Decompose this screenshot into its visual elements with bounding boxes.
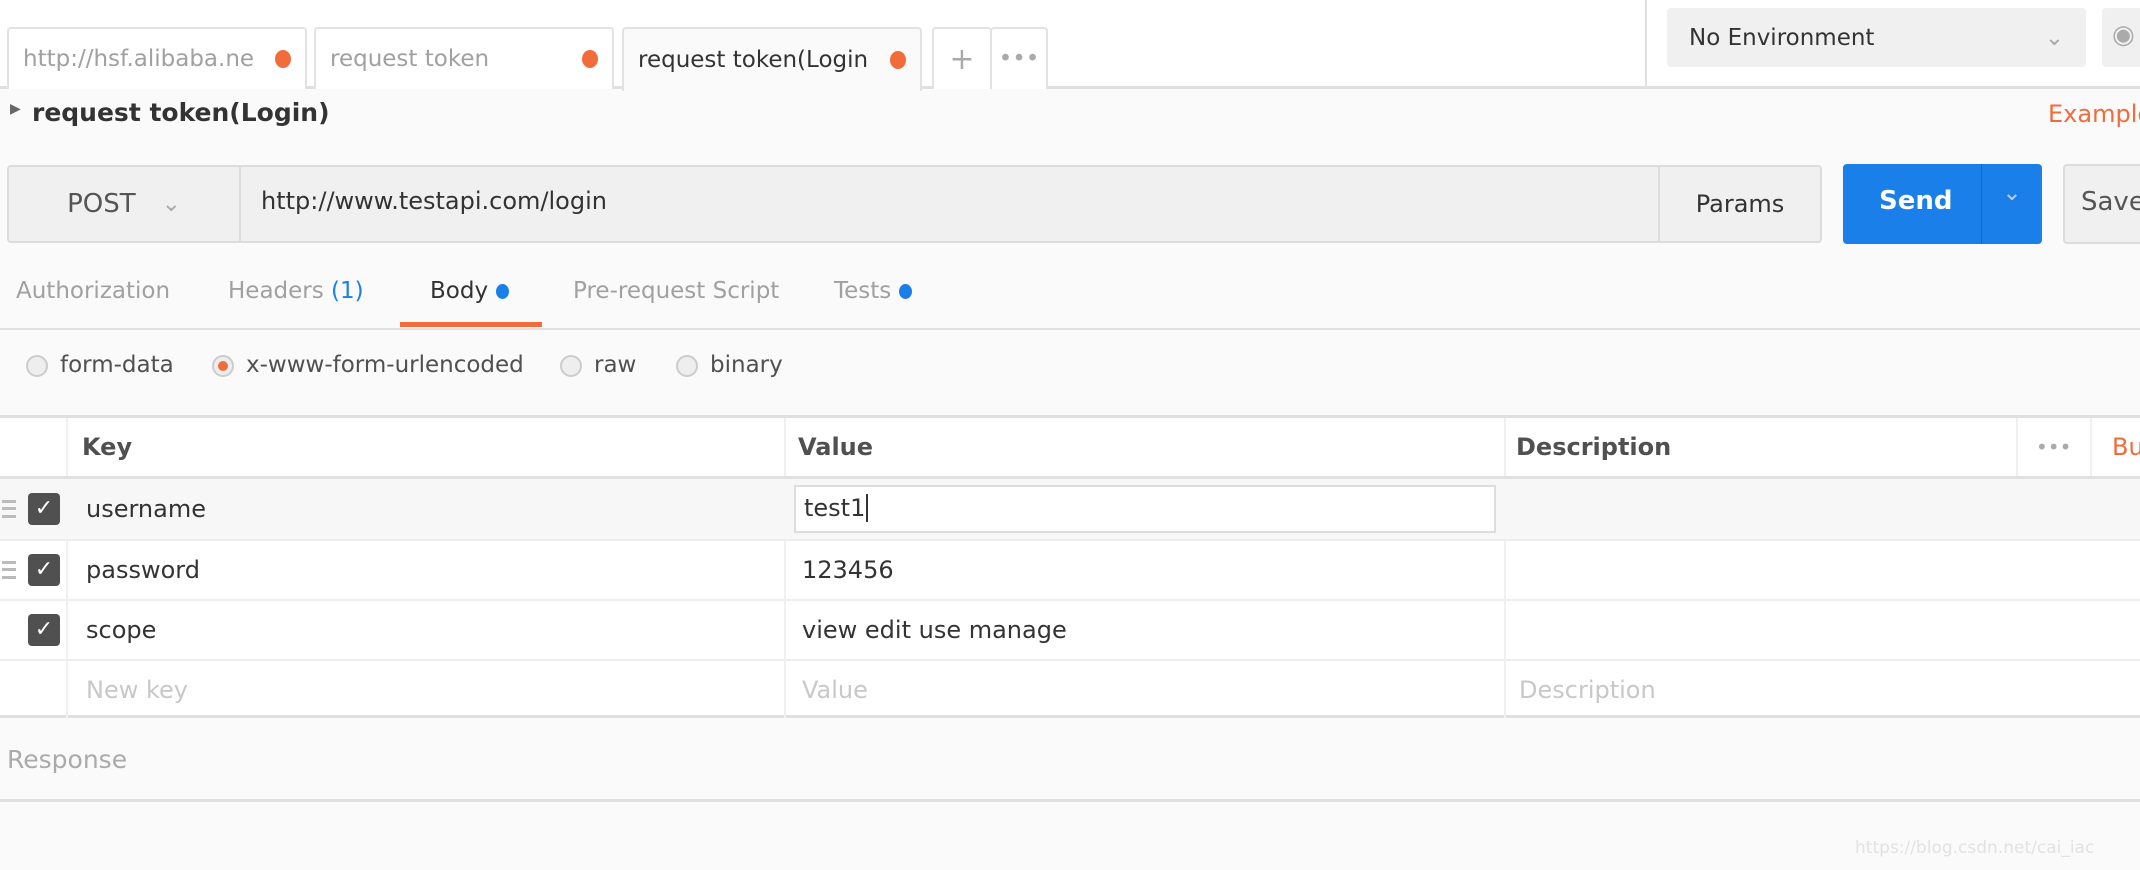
radio-raw[interactable]: raw bbox=[560, 352, 636, 378]
environment-selected: No Environment bbox=[1689, 24, 1875, 51]
table-row: ✓ scope view edit use manage bbox=[0, 599, 2140, 659]
collapse-caret-icon[interactable]: ▶ bbox=[10, 101, 21, 117]
tab-label: http://hsf.alibaba.ne bbox=[23, 46, 255, 72]
unsaved-dot-icon bbox=[582, 50, 598, 68]
ellipsis-icon: ••• bbox=[998, 46, 1040, 72]
params-table: Key Value Description ••• Bu ✓ username … bbox=[0, 415, 2140, 718]
params-button[interactable]: Params bbox=[1658, 167, 1820, 241]
environment-dropdown[interactable]: No Environment ⌄ bbox=[1667, 8, 2086, 67]
radio-icon bbox=[26, 354, 48, 377]
tab-label: Headers bbox=[228, 278, 324, 304]
table-row: ✓ password 123456 bbox=[0, 539, 2140, 599]
divider bbox=[0, 799, 2140, 802]
tab-label: Authorization bbox=[16, 278, 171, 304]
tab-body[interactable]: Body bbox=[430, 278, 510, 304]
tab-pre-request-script[interactable]: Pre-request Script bbox=[573, 278, 779, 304]
key-cell[interactable]: password bbox=[86, 556, 200, 584]
response-section-label: Response bbox=[7, 745, 128, 774]
unsaved-dot-icon bbox=[275, 50, 291, 68]
tab-headers[interactable]: Headers (1) bbox=[228, 278, 364, 304]
radio-x-www-form-urlencoded[interactable]: x-www-form-urlencoded bbox=[212, 352, 524, 378]
indicator-dot-icon bbox=[899, 284, 913, 299]
column-header-description: Description bbox=[1516, 433, 1672, 461]
indicator-dot-icon bbox=[496, 284, 510, 299]
column-header-value: Value bbox=[798, 433, 874, 461]
tab-label: request token(Login bbox=[638, 47, 869, 73]
active-tab-underline bbox=[400, 322, 542, 327]
value-cell[interactable]: view edit use manage bbox=[802, 616, 1067, 644]
table-header: Key Value Description ••• Bu bbox=[0, 418, 2140, 476]
radio-selected-icon bbox=[212, 354, 234, 377]
headers-count: (1) bbox=[331, 278, 364, 304]
save-button[interactable]: Save bbox=[2063, 164, 2140, 244]
divider bbox=[0, 328, 2140, 330]
new-value-input[interactable]: Value bbox=[802, 675, 868, 704]
radio-form-data[interactable]: form-data bbox=[26, 352, 174, 378]
examples-link[interactable]: Example bbox=[2048, 100, 2140, 128]
radio-label: form-data bbox=[60, 352, 174, 378]
request-title: request token(Login) bbox=[32, 98, 330, 127]
ellipsis-icon[interactable]: ••• bbox=[2036, 435, 2072, 459]
watermark: https://blog.csdn.net/cai_iac bbox=[1855, 838, 2095, 858]
new-key-input[interactable]: New key bbox=[86, 675, 188, 704]
tab-authorization[interactable]: Authorization bbox=[16, 278, 170, 304]
drag-handle-icon[interactable] bbox=[2, 561, 16, 579]
request-tab-active[interactable]: request token(Login bbox=[622, 27, 922, 91]
tab-tests[interactable]: Tests bbox=[834, 278, 913, 304]
value-input[interactable]: test1 bbox=[794, 485, 1496, 533]
tab-label: Tests bbox=[834, 278, 892, 304]
table-row: ✓ username test1 bbox=[0, 476, 2140, 539]
tab-label: Body bbox=[430, 278, 489, 304]
row-checkbox[interactable]: ✓ bbox=[28, 493, 60, 525]
method-selected: POST bbox=[67, 189, 136, 219]
send-button[interactable]: Send ⌄ bbox=[1843, 164, 2042, 244]
row-checkbox[interactable]: ✓ bbox=[28, 614, 60, 646]
column-header-key: Key bbox=[82, 433, 133, 461]
value-text: test1 bbox=[804, 494, 866, 522]
value-cell[interactable]: 123456 bbox=[802, 556, 894, 584]
bulk-edit-link[interactable]: Bu bbox=[2112, 433, 2140, 461]
url-bar: POST ⌄ http://www.testapi.com/login Param… bbox=[7, 165, 1822, 243]
divider bbox=[1645, 0, 1647, 89]
radio-binary[interactable]: binary bbox=[676, 352, 783, 378]
plus-icon: + bbox=[949, 41, 975, 77]
chevron-down-icon: ⌄ bbox=[161, 191, 181, 217]
radio-icon bbox=[560, 354, 582, 377]
request-tab[interactable]: http://hsf.alibaba.ne bbox=[7, 27, 307, 89]
more-tabs-button[interactable]: ••• bbox=[990, 27, 1048, 89]
table-row-new: New key Value Description bbox=[0, 659, 2140, 718]
tab-label: request token bbox=[330, 46, 490, 72]
drag-handle-icon[interactable] bbox=[2, 500, 16, 518]
radio-label: raw bbox=[594, 352, 637, 378]
unsaved-dot-icon bbox=[890, 51, 906, 69]
url-input[interactable]: http://www.testapi.com/login bbox=[261, 187, 607, 215]
chevron-down-icon: ⌄ bbox=[2044, 24, 2064, 51]
tab-label: Pre-request Script bbox=[573, 278, 780, 304]
send-label: Send bbox=[1879, 186, 1953, 216]
eye-icon: ◉ bbox=[2112, 20, 2135, 50]
row-checkbox[interactable]: ✓ bbox=[28, 554, 60, 586]
new-description-input[interactable]: Description bbox=[1519, 675, 1656, 704]
radio-label: binary bbox=[710, 352, 783, 378]
new-tab-button[interactable]: + bbox=[932, 27, 992, 89]
key-cell[interactable]: username bbox=[86, 495, 206, 523]
key-cell[interactable]: scope bbox=[86, 616, 157, 644]
save-label: Save bbox=[2081, 187, 2140, 217]
environment-quick-look-button[interactable]: ◉ bbox=[2102, 8, 2140, 67]
send-options-chevron-icon[interactable]: ⌄ bbox=[1981, 164, 2042, 244]
request-tab[interactable]: request token bbox=[314, 27, 614, 89]
radio-icon bbox=[676, 354, 698, 377]
method-dropdown[interactable]: POST ⌄ bbox=[9, 167, 241, 241]
radio-label: x-www-form-urlencoded bbox=[246, 352, 524, 378]
